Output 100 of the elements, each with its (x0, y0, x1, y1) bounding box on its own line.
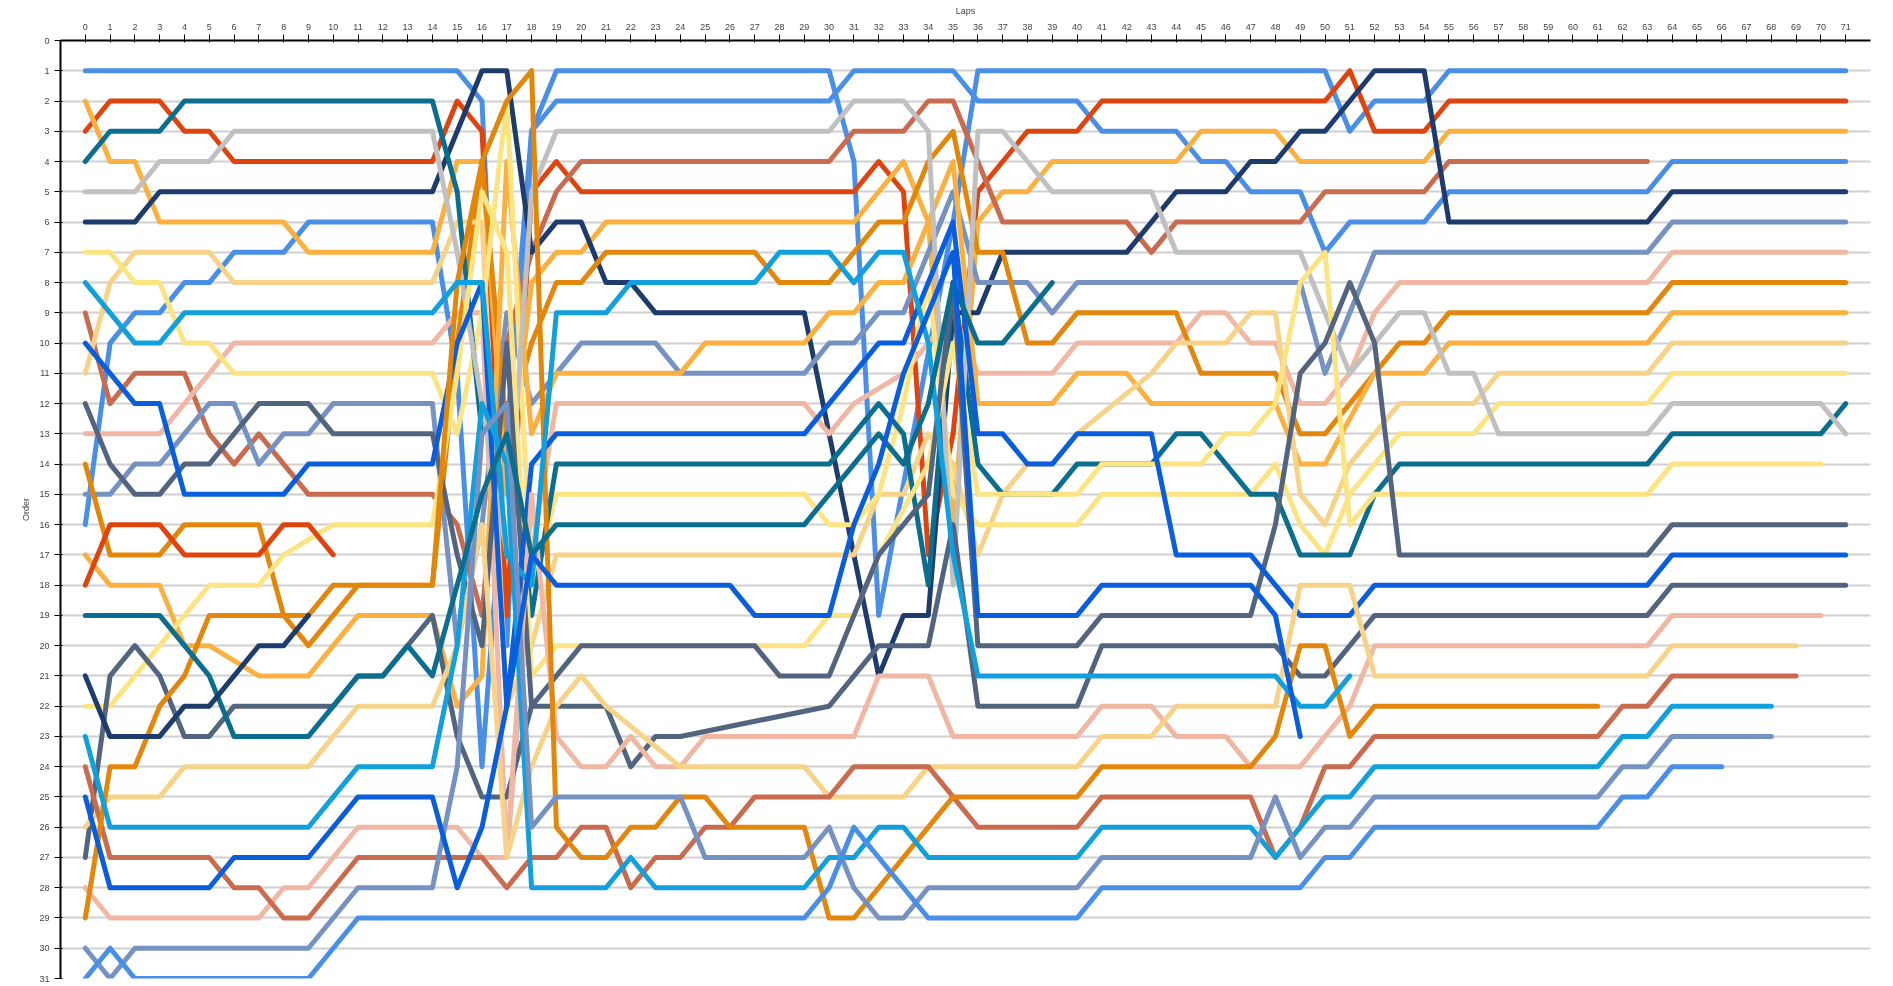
y-tick-label: 28 (39, 882, 50, 893)
y-tick-label: 20 (39, 640, 50, 651)
x-tick-label: 17 (501, 21, 512, 32)
x-tick-label: 31 (848, 21, 859, 32)
x-tick-label: 15 (452, 21, 463, 32)
y-tick-label: 5 (44, 186, 50, 197)
x-tick-label: 13 (402, 21, 413, 32)
x-tick-label: 6 (231, 21, 237, 32)
x-tick-label: 44 (1171, 21, 1182, 32)
x-tick-label: 28 (774, 21, 785, 32)
x-tick-label: 8 (281, 21, 287, 32)
x-tick-label: 11 (353, 21, 363, 32)
y-tick-label: 17 (39, 549, 50, 560)
y-tick-label: 6 (44, 217, 50, 228)
x-tick-label: 49 (1295, 21, 1306, 32)
x-tick-label: 27 (749, 21, 760, 32)
x-tick-label: 41 (1096, 21, 1107, 32)
x-tick-label: 12 (377, 21, 388, 32)
x-tick-label: 33 (898, 21, 909, 32)
x-tick-label: 7 (256, 21, 262, 32)
y-tick-label: 2 (44, 96, 50, 107)
y-tick-label: 31 (39, 973, 50, 984)
x-tick-label: 47 (1245, 21, 1256, 32)
y-tick-label: 16 (39, 519, 50, 530)
x-tick-label: 61 (1592, 21, 1603, 32)
x-tick-label: 23 (650, 21, 661, 32)
x-tick-label: 19 (551, 21, 562, 32)
x-tick-label: 70 (1815, 21, 1826, 32)
x-axis-title: Laps (955, 5, 976, 16)
x-tick-label: 55 (1443, 21, 1454, 32)
x-tick-label: 39 (1047, 21, 1058, 32)
x-tick-label: 54 (1419, 21, 1430, 32)
x-tick-label: 22 (625, 21, 636, 32)
x-tick-label: 37 (997, 21, 1008, 32)
y-tick-label: 24 (39, 761, 50, 772)
x-tick-label: 71 (1840, 21, 1851, 32)
x-tick-label: 35 (948, 21, 959, 32)
x-tick-label: 1 (107, 21, 113, 32)
x-tick-label: 3 (157, 21, 163, 32)
y-tick-label: 25 (39, 791, 50, 802)
x-tick-label: 36 (972, 21, 983, 32)
x-tick-label: 56 (1468, 21, 1479, 32)
x-tick-label: 40 (1072, 21, 1083, 32)
x-tick-label: 4 (181, 21, 187, 32)
x-tick-label: 51 (1344, 21, 1355, 32)
x-tick-label: 32 (873, 21, 884, 32)
y-tick-label: 3 (44, 126, 50, 137)
x-tick-label: 38 (1022, 21, 1033, 32)
y-tick-label: 15 (39, 489, 50, 500)
x-tick-label: 26 (724, 21, 735, 32)
x-tick-label: 29 (799, 21, 810, 32)
y-tick-label: 22 (39, 701, 50, 712)
x-tick-label: 20 (576, 21, 587, 32)
x-tick-label: 30 (824, 21, 835, 32)
y-tick-label: 29 (39, 912, 50, 923)
x-tick-label: 50 (1320, 21, 1331, 32)
y-tick-label: 26 (39, 822, 50, 833)
x-tick-label: 18 (526, 21, 537, 32)
x-tick-label: 5 (206, 21, 212, 32)
y-tick-label: 13 (39, 428, 50, 439)
y-tick-label: 1 (44, 65, 50, 76)
x-tick-label: 43 (1146, 21, 1157, 32)
y-tick-label: 0 (44, 35, 50, 46)
x-tick-label: 42 (1121, 21, 1132, 32)
x-tick-label: 25 (700, 21, 711, 32)
y-tick-label: 21 (39, 670, 50, 681)
y-tick-label: 4 (44, 156, 50, 167)
x-tick-label: 14 (427, 21, 438, 32)
y-tick-label: 30 (39, 943, 50, 954)
x-tick-label: 16 (477, 21, 488, 32)
x-tick-label: 2 (132, 21, 138, 32)
x-tick-label: 64 (1667, 21, 1678, 32)
x-tick-label: 46 (1220, 21, 1231, 32)
y-tick-label: 23 (39, 731, 50, 742)
y-axis-title: Order (21, 497, 32, 521)
x-tick-label: 67 (1741, 21, 1752, 32)
x-tick-label: 62 (1617, 21, 1628, 32)
x-tick-label: 48 (1270, 21, 1281, 32)
x-tick-label: 24 (675, 21, 686, 32)
x-tick-label: 10 (328, 21, 339, 32)
x-tick-label: 68 (1766, 21, 1777, 32)
y-tick-label: 8 (44, 277, 50, 288)
x-tick-label: 63 (1642, 21, 1653, 32)
x-tick-label: 34 (923, 21, 934, 32)
x-tick-label: 53 (1394, 21, 1405, 32)
x-tick-label: 0 (82, 21, 88, 32)
x-tick-label: 58 (1518, 21, 1529, 32)
y-tick-label: 7 (44, 247, 50, 258)
y-tick-label: 11 (40, 368, 50, 379)
y-tick-label: 9 (44, 307, 50, 318)
x-tick-label: 66 (1716, 21, 1727, 32)
x-tick-label: 52 (1369, 21, 1380, 32)
x-tick-label: 45 (1196, 21, 1207, 32)
x-tick-label: 57 (1493, 21, 1504, 32)
y-tick-label: 10 (39, 338, 50, 349)
y-tick-label: 12 (39, 398, 50, 409)
x-tick-label: 69 (1791, 21, 1802, 32)
y-tick-label: 18 (39, 580, 50, 591)
y-tick-label: 14 (39, 459, 50, 470)
x-tick-label: 9 (305, 21, 311, 32)
